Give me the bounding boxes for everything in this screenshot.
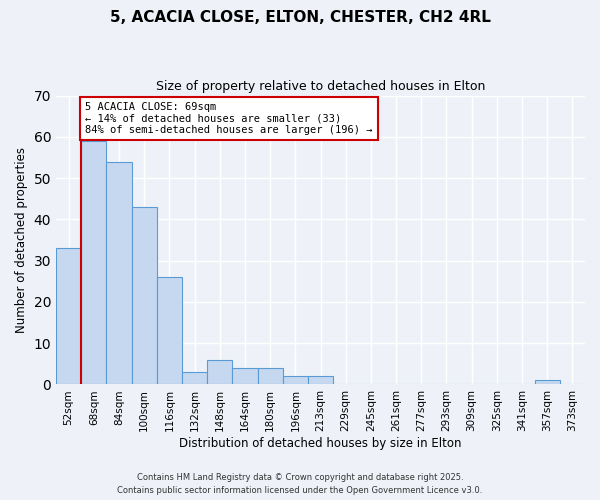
- X-axis label: Distribution of detached houses by size in Elton: Distribution of detached houses by size …: [179, 437, 462, 450]
- Y-axis label: Number of detached properties: Number of detached properties: [15, 147, 28, 333]
- Bar: [157, 277, 182, 384]
- Bar: [535, 380, 560, 384]
- Bar: [56, 248, 81, 384]
- Bar: [106, 162, 131, 384]
- Bar: [257, 368, 283, 384]
- Text: 5, ACACIA CLOSE, ELTON, CHESTER, CH2 4RL: 5, ACACIA CLOSE, ELTON, CHESTER, CH2 4RL: [110, 10, 490, 25]
- Text: 5 ACACIA CLOSE: 69sqm
← 14% of detached houses are smaller (33)
84% of semi-deta: 5 ACACIA CLOSE: 69sqm ← 14% of detached …: [85, 102, 373, 135]
- Bar: [81, 141, 106, 384]
- Title: Size of property relative to detached houses in Elton: Size of property relative to detached ho…: [156, 80, 485, 93]
- Bar: [131, 207, 157, 384]
- Bar: [232, 368, 257, 384]
- Bar: [182, 372, 207, 384]
- Text: Contains HM Land Registry data © Crown copyright and database right 2025.
Contai: Contains HM Land Registry data © Crown c…: [118, 474, 482, 495]
- Bar: [308, 376, 333, 384]
- Bar: [207, 360, 232, 384]
- Bar: [283, 376, 308, 384]
